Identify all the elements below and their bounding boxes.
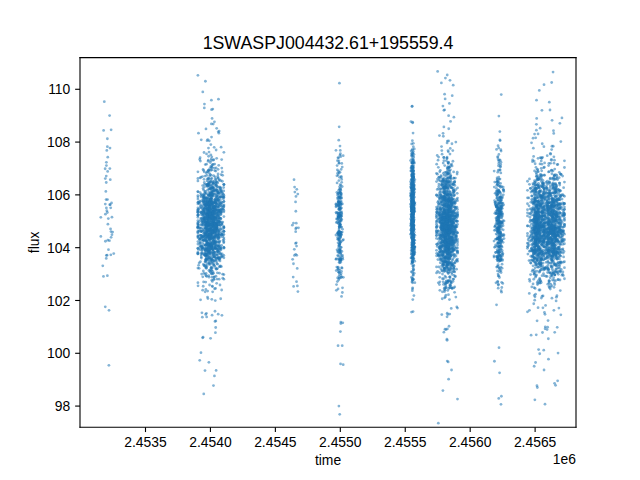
- svg-text:2.4535: 2.4535: [124, 434, 167, 450]
- svg-text:2.4545: 2.4545: [254, 434, 297, 450]
- svg-text:2.4550: 2.4550: [319, 434, 362, 450]
- svg-text:flux: flux: [26, 232, 42, 254]
- svg-text:2.4560: 2.4560: [449, 434, 492, 450]
- svg-text:104: 104: [47, 240, 70, 256]
- svg-text:2.4565: 2.4565: [514, 434, 557, 450]
- svg-text:2.4540: 2.4540: [189, 434, 232, 450]
- svg-text:98: 98: [55, 398, 71, 414]
- svg-text:100: 100: [47, 345, 70, 361]
- svg-text:1SWASPJ004432.61+195559.4: 1SWASPJ004432.61+195559.4: [203, 33, 454, 53]
- svg-text:110: 110: [48, 81, 70, 97]
- svg-text:108: 108: [47, 134, 70, 150]
- svg-text:time: time: [315, 452, 341, 468]
- svg-text:106: 106: [47, 187, 70, 203]
- svg-text:2.4555: 2.4555: [384, 434, 427, 450]
- svg-text:102: 102: [47, 293, 70, 309]
- svg-text:1e6: 1e6: [553, 451, 576, 467]
